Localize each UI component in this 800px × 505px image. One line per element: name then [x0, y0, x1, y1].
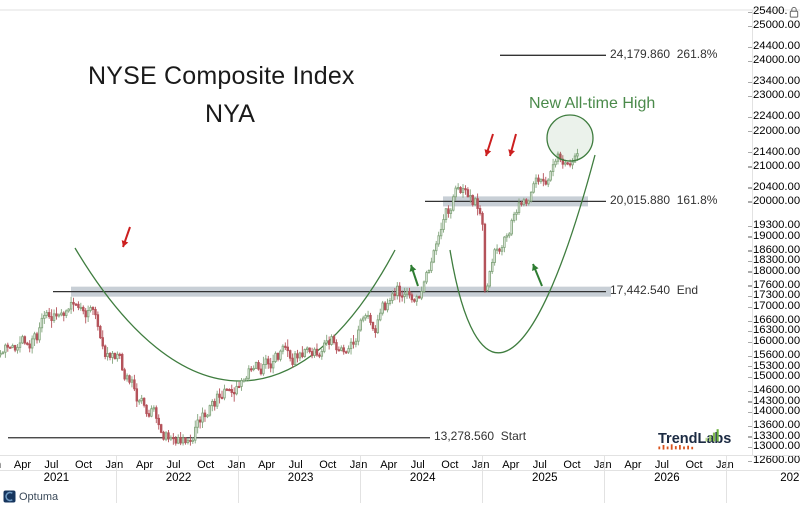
- svg-text:TrendLabs: TrendLabs: [658, 431, 731, 447]
